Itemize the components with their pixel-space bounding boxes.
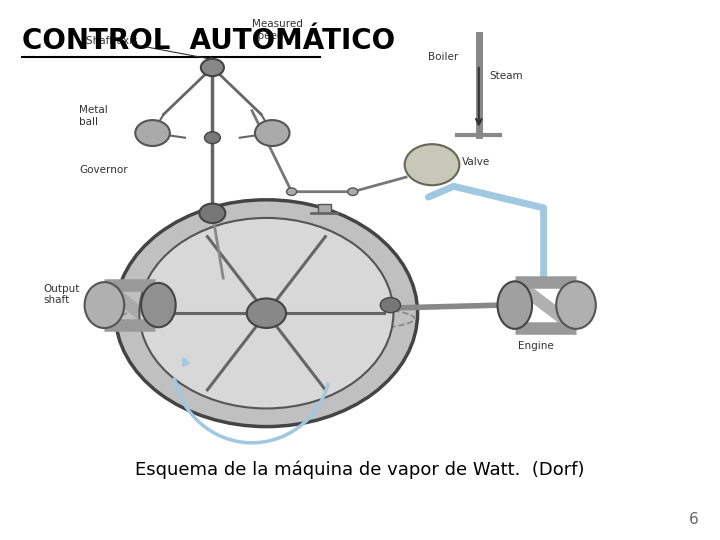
Ellipse shape xyxy=(141,283,176,327)
Circle shape xyxy=(405,144,459,185)
Circle shape xyxy=(348,188,358,195)
Text: Metal
ball: Metal ball xyxy=(79,105,108,127)
Text: Shaft axis: Shaft axis xyxy=(86,36,215,61)
Text: Steam: Steam xyxy=(490,71,523,80)
Circle shape xyxy=(247,299,286,328)
Ellipse shape xyxy=(498,281,532,329)
Bar xyxy=(318,204,331,213)
Text: 6: 6 xyxy=(688,511,698,526)
Circle shape xyxy=(255,120,289,146)
Circle shape xyxy=(115,200,418,427)
Text: Measured
speed: Measured speed xyxy=(252,19,303,40)
Ellipse shape xyxy=(85,282,124,328)
Circle shape xyxy=(140,218,393,408)
Text: Boiler: Boiler xyxy=(428,52,459,62)
Text: Output
shaft: Output shaft xyxy=(43,284,80,305)
Text: Engine: Engine xyxy=(518,341,554,350)
Text: Governor: Governor xyxy=(79,165,128,175)
Text: Esquema de la máquina de vapor de Watt.  (Dorf): Esquema de la máquina de vapor de Watt. … xyxy=(135,461,585,479)
Text: Valve: Valve xyxy=(462,157,490,167)
Circle shape xyxy=(204,132,220,144)
Circle shape xyxy=(380,298,400,313)
Circle shape xyxy=(201,59,224,76)
Ellipse shape xyxy=(557,281,596,329)
Circle shape xyxy=(135,120,170,146)
Text: CONTROL  AUTOMÁTICO: CONTROL AUTOMÁTICO xyxy=(22,27,395,55)
Circle shape xyxy=(287,188,297,195)
Circle shape xyxy=(199,204,225,223)
